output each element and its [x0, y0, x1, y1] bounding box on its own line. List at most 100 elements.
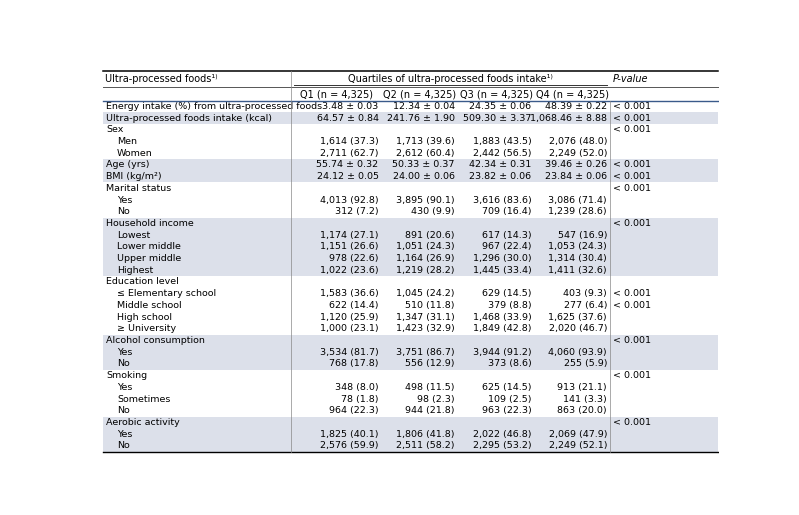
Text: 4,013 (92.8): 4,013 (92.8) — [320, 196, 379, 204]
Text: 1,051 (24.3): 1,051 (24.3) — [396, 243, 455, 251]
Text: Education level: Education level — [106, 278, 179, 286]
Text: 629 (14.5): 629 (14.5) — [482, 289, 531, 298]
Bar — [103, 88, 718, 100]
Text: 2,022 (46.8): 2,022 (46.8) — [473, 430, 531, 439]
Text: Marital status: Marital status — [106, 184, 171, 193]
Text: Quartiles of ultra-processed foods intake¹⁾: Quartiles of ultra-processed foods intak… — [348, 74, 553, 84]
Bar — [103, 112, 718, 124]
Bar — [103, 264, 718, 276]
Text: 2,612 (60.4): 2,612 (60.4) — [396, 149, 455, 158]
Text: 1,713 (39.6): 1,713 (39.6) — [396, 137, 455, 146]
Bar — [103, 124, 718, 135]
Text: Smoking: Smoking — [106, 371, 147, 380]
Bar — [103, 417, 718, 428]
Text: 1,151 (26.6): 1,151 (26.6) — [320, 243, 379, 251]
Bar — [103, 194, 718, 206]
Text: 510 (11.8): 510 (11.8) — [405, 301, 455, 310]
Text: Sex: Sex — [106, 125, 124, 134]
Text: 98 (2.3): 98 (2.3) — [417, 394, 455, 404]
Bar — [103, 428, 718, 440]
Text: < 0.001: < 0.001 — [613, 172, 651, 181]
Bar — [103, 393, 718, 405]
Text: 1,614 (37.3): 1,614 (37.3) — [320, 137, 379, 146]
Text: 24.12 ± 0.05: 24.12 ± 0.05 — [316, 172, 379, 181]
Text: Aerobic activity: Aerobic activity — [106, 418, 180, 427]
Text: 373 (8.6): 373 (8.6) — [487, 359, 531, 368]
Text: 1,239 (28.6): 1,239 (28.6) — [548, 207, 607, 216]
Text: 255 (5.9): 255 (5.9) — [563, 359, 607, 368]
Bar — [103, 405, 718, 417]
Text: 1,164 (26.9): 1,164 (26.9) — [396, 254, 455, 263]
Text: 64.57 ± 0.84: 64.57 ± 0.84 — [316, 114, 379, 123]
Text: 3,616 (83.6): 3,616 (83.6) — [473, 196, 531, 204]
Text: Men: Men — [117, 137, 137, 146]
Bar — [103, 135, 718, 147]
Text: 1,423 (32.9): 1,423 (32.9) — [396, 324, 455, 333]
Bar — [103, 335, 718, 347]
Text: 42.34 ± 0.31: 42.34 ± 0.31 — [469, 161, 531, 169]
Text: Q1 (n = 4,325): Q1 (n = 4,325) — [300, 89, 372, 99]
Text: High school: High school — [117, 313, 172, 321]
Text: < 0.001: < 0.001 — [613, 289, 651, 298]
Text: Lower middle: Lower middle — [117, 243, 181, 251]
Text: 978 (22.6): 978 (22.6) — [329, 254, 379, 263]
Bar — [103, 347, 718, 358]
Text: 48.39 ± 0.22: 48.39 ± 0.22 — [545, 102, 607, 111]
Bar — [103, 323, 718, 335]
Text: 39.46 ± 0.26: 39.46 ± 0.26 — [545, 161, 607, 169]
Text: 78 (1.8): 78 (1.8) — [341, 394, 379, 404]
Text: 2,511 (58.2): 2,511 (58.2) — [396, 441, 455, 450]
Text: Alcohol consumption: Alcohol consumption — [106, 336, 205, 345]
Text: No: No — [117, 359, 129, 368]
Text: Age (yrs): Age (yrs) — [106, 161, 149, 169]
Text: 498 (11.5): 498 (11.5) — [405, 383, 455, 392]
Text: 4,060 (93.9): 4,060 (93.9) — [548, 348, 607, 357]
Text: 50.33 ± 0.37: 50.33 ± 0.37 — [392, 161, 455, 169]
Text: Q2 (n = 4,325): Q2 (n = 4,325) — [384, 89, 456, 99]
Text: 1,219 (28.2): 1,219 (28.2) — [396, 266, 455, 275]
Bar — [103, 288, 718, 300]
Text: 1,806 (41.8): 1,806 (41.8) — [396, 430, 455, 439]
Text: 3,534 (81.7): 3,534 (81.7) — [320, 348, 379, 357]
Text: 3,944 (91.2): 3,944 (91.2) — [473, 348, 531, 357]
Text: 1,068.46 ± 8.88: 1,068.46 ± 8.88 — [530, 114, 607, 123]
Bar — [103, 171, 718, 182]
Text: 1,053 (24.3): 1,053 (24.3) — [548, 243, 607, 251]
Text: < 0.001: < 0.001 — [613, 219, 651, 228]
Text: 2,020 (46.7): 2,020 (46.7) — [549, 324, 607, 333]
Text: 768 (17.8): 768 (17.8) — [329, 359, 379, 368]
Text: 944 (21.8): 944 (21.8) — [405, 406, 455, 415]
Text: < 0.001: < 0.001 — [613, 371, 651, 380]
Text: 3,751 (86.7): 3,751 (86.7) — [396, 348, 455, 357]
Text: < 0.001: < 0.001 — [613, 161, 651, 169]
Text: 509.30 ± 3.37: 509.30 ± 3.37 — [463, 114, 531, 123]
Text: 617 (14.3): 617 (14.3) — [482, 231, 531, 239]
Text: Yes: Yes — [117, 348, 133, 357]
Text: 23.84 ± 0.06: 23.84 ± 0.06 — [545, 172, 607, 181]
Text: 2,295 (53.2): 2,295 (53.2) — [473, 441, 531, 450]
Bar — [103, 370, 718, 382]
Text: Highest: Highest — [117, 266, 153, 275]
Bar — [103, 253, 718, 264]
Text: Upper middle: Upper middle — [117, 254, 181, 263]
Text: 1,174 (27.1): 1,174 (27.1) — [320, 231, 379, 239]
Bar — [103, 218, 718, 229]
Text: 2,249 (52.0): 2,249 (52.0) — [549, 149, 607, 158]
Text: 1,625 (37.6): 1,625 (37.6) — [548, 313, 607, 321]
Text: Ultra-processed foods intake (kcal): Ultra-processed foods intake (kcal) — [106, 114, 272, 123]
Text: 1,296 (30.0): 1,296 (30.0) — [473, 254, 531, 263]
Text: ≥ University: ≥ University — [117, 324, 176, 333]
Text: No: No — [117, 406, 129, 415]
Text: Q4 (n = 4,325): Q4 (n = 4,325) — [536, 89, 609, 99]
Text: < 0.001: < 0.001 — [613, 184, 651, 193]
Bar — [103, 440, 718, 452]
Text: 379 (8.8): 379 (8.8) — [488, 301, 531, 310]
Text: 964 (22.3): 964 (22.3) — [329, 406, 379, 415]
Text: < 0.001: < 0.001 — [613, 301, 651, 310]
Text: < 0.001: < 0.001 — [613, 114, 651, 123]
Text: < 0.001: < 0.001 — [613, 102, 651, 111]
Text: 348 (8.0): 348 (8.0) — [335, 383, 379, 392]
Bar — [103, 71, 718, 88]
Text: 863 (20.0): 863 (20.0) — [558, 406, 607, 415]
Text: 241.76 ± 1.90: 241.76 ± 1.90 — [387, 114, 455, 123]
